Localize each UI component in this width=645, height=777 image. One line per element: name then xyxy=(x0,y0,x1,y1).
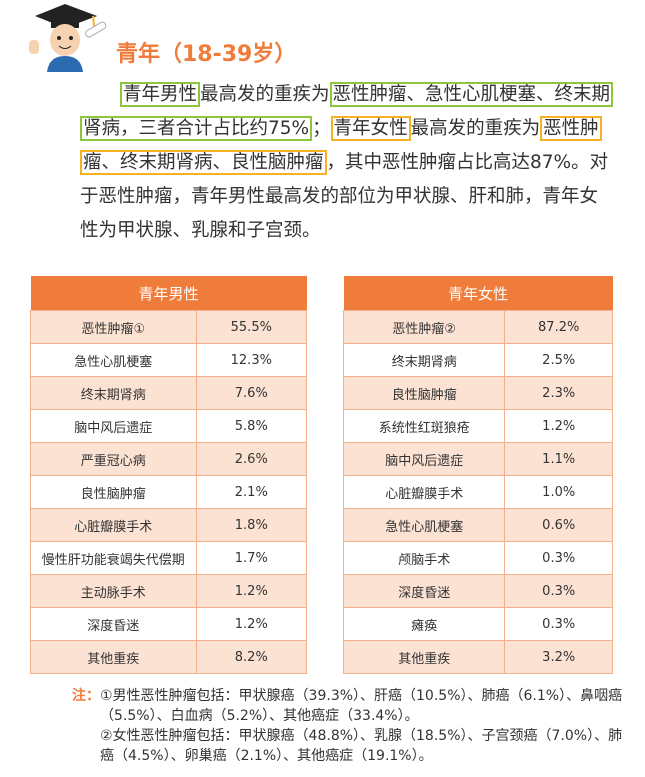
percent-cell: 87.2% xyxy=(504,310,613,344)
table-row: 颅脑手术 0.3% xyxy=(342,541,613,575)
percent-cell: 1.1% xyxy=(504,442,613,476)
percent-cell: 2.5% xyxy=(504,343,613,377)
percent-cell: 0.3% xyxy=(504,607,613,641)
disease-cell: 其他重疾 xyxy=(30,640,197,674)
text: 最高发的重疾为 xyxy=(200,84,330,105)
percent-cell: 8.2% xyxy=(195,640,308,674)
percent-cell: 0.3% xyxy=(504,541,613,575)
header-row: 青年女性 xyxy=(343,276,613,311)
disease-cell: 慢性肝功能衰竭失代偿期 xyxy=(30,541,197,575)
table-row: 终末期肾病 7.6% xyxy=(30,376,308,410)
percent-cell: 3.2% xyxy=(504,640,613,674)
percent-cell: 2.1% xyxy=(195,475,308,509)
disease-cell: 心脏瓣膜手术 xyxy=(342,475,506,509)
disease-cell: 颅脑手术 xyxy=(342,541,506,575)
notes: 注： ①男性恶性肿瘤包括：甲状腺癌（39.3%）、肝癌（10.5%）、肺癌（6.1… xyxy=(72,686,632,766)
note-item: ②女性恶性肿瘤包括：甲状腺癌（48.8%）、乳腺（18.5%）、子宫颈癌（7.0… xyxy=(100,728,623,764)
percent-cell: 0.6% xyxy=(504,508,613,542)
note-item: ①男性恶性肿瘤包括：甲状腺癌（39.3%）、肝癌（10.5%）、肺癌（6.1%）… xyxy=(100,688,623,724)
disease-cell: 脑中风后遗症 xyxy=(342,442,506,476)
header-row: 青年男性 xyxy=(30,276,307,311)
table-row: 心脏瓣膜手术 1.0% xyxy=(342,475,613,509)
disease-cell: 良性脑肿瘤 xyxy=(30,475,197,509)
text: ，其中恶性肿瘤占比高达87%。对于恶性肿瘤，青年男性最高发的部位为甲状腺、肝和肺… xyxy=(80,152,609,241)
table-row: 恶性肿瘤② 87.2% xyxy=(342,310,613,344)
text: 最高发的重疾为 xyxy=(410,118,541,139)
percent-cell: 12.3% xyxy=(195,343,308,377)
percent-cell: 1.8% xyxy=(195,508,308,542)
text: ； xyxy=(312,118,331,139)
disease-cell: 脑中风后遗症 xyxy=(30,409,197,443)
notes-label: 注： xyxy=(72,688,100,704)
disease-cell: 主动脉手术 xyxy=(30,574,197,608)
disease-cell: 系统性红斑狼疮 xyxy=(342,409,506,443)
table-row: 良性脑肿瘤 2.3% xyxy=(342,376,613,410)
percent-cell: 2.3% xyxy=(504,376,613,410)
table-row: 急性心肌梗塞 0.6% xyxy=(342,508,613,542)
disease-cell: 深度昏迷 xyxy=(30,607,197,641)
percent-cell: 5.8% xyxy=(195,409,308,443)
table-row: 脑中风后遗症 5.8% xyxy=(30,409,308,443)
table-row: 急性心肌梗塞 12.3% xyxy=(30,343,308,377)
disease-cell: 瘫痪 xyxy=(342,607,506,641)
disease-cell: 终末期肾病 xyxy=(342,343,506,377)
percent-cell: 1.7% xyxy=(195,541,308,575)
percent-cell: 1.2% xyxy=(195,574,308,608)
disease-cell: 恶性肿瘤① xyxy=(30,310,197,344)
percent-cell: 1.2% xyxy=(195,607,308,641)
table-row: 系统性红斑狼疮 1.2% xyxy=(342,409,613,443)
highlight-text: 青年女性 xyxy=(330,116,411,141)
disease-cell: 严重冠心病 xyxy=(30,442,197,476)
percent-cell: 55.5% xyxy=(195,310,308,344)
disease-cell: 良性脑肿瘤 xyxy=(342,376,506,410)
disease-cell: 心脏瓣膜手术 xyxy=(30,508,197,542)
disease-cell: 急性心肌梗塞 xyxy=(30,343,197,377)
paragraph: 青年男性 最高发的重疾为 恶性肿瘤、急性心肌梗塞、终末期肾病，三者合计占比约75%；… xyxy=(80,78,616,248)
table-row: 良性脑肿瘤 2.1% xyxy=(30,475,308,509)
table-row: 深度昏迷 0.3% xyxy=(342,574,613,608)
table-row: 深度昏迷 1.2% xyxy=(30,607,308,641)
table-header: 青年女性 xyxy=(343,276,613,311)
table-row: 终末期肾病 2.5% xyxy=(342,343,613,377)
table-row: 其他重疾 8.2% xyxy=(30,640,308,674)
table-row: 脑中风后遗症 1.1% xyxy=(342,442,613,476)
data-table: 青年女性 恶性肿瘤② 87.2% 终末期肾病 2.5% 良性脑肿瘤 2.3% 系统性红斑狼疮 1… xyxy=(342,276,613,674)
highlight-text: 恶性肿瘤、急性心肌梗塞、终末期肾病，三者合计占比约75% xyxy=(80,82,614,141)
table-row: 瘫痪 0.3% xyxy=(342,607,613,641)
disease-cell: 恶性肿瘤② xyxy=(342,310,506,344)
section-title: 青年（18-39岁） xyxy=(116,42,297,67)
disease-cell: 终末期肾病 xyxy=(30,376,197,410)
percent-cell: 1.0% xyxy=(504,475,613,509)
disease-cell: 急性心肌梗塞 xyxy=(342,508,506,542)
percent-cell: 2.6% xyxy=(195,442,308,476)
table-row: 主动脉手术 1.2% xyxy=(30,574,308,608)
table-row: 严重冠心病 2.6% xyxy=(30,442,308,476)
percent-cell: 0.3% xyxy=(504,574,613,608)
highlight-text: 青年男性 xyxy=(120,82,201,107)
highlight-text: 恶性肿瘤、终末期肾病、良性脑肿瘤 xyxy=(80,116,602,175)
percent-cell: 7.6% xyxy=(195,376,308,410)
graduate-icon xyxy=(29,4,107,72)
table-row: 心脏瓣膜手术 1.8% xyxy=(30,508,308,542)
disease-cell: 其他重疾 xyxy=(342,640,506,674)
disease-cell: 深度昏迷 xyxy=(342,574,506,608)
percent-cell: 1.2% xyxy=(504,409,613,443)
table-row: 慢性肝功能衰竭失代偿期 1.7% xyxy=(30,541,308,575)
table-row: 恶性肿瘤① 55.5% xyxy=(30,310,308,344)
data-table: 青年男性 恶性肿瘤① 55.5% 急性心肌梗塞 12.3% 终末期肾病 7.6% 脑中风后遗症… xyxy=(30,276,308,674)
table-header: 青年男性 xyxy=(30,276,307,311)
table-row: 其他重疾 3.2% xyxy=(342,640,613,674)
